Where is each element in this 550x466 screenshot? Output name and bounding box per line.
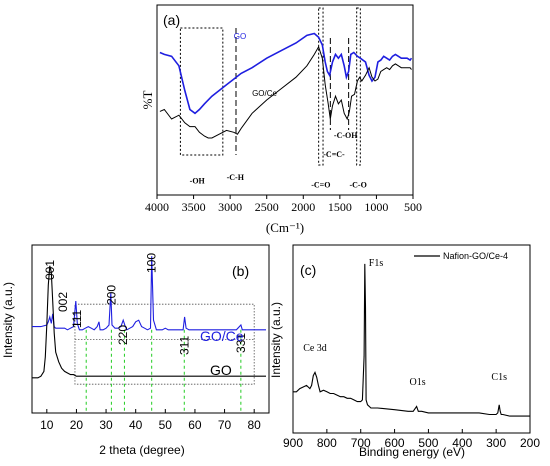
panel-c-legend-label: Nafion-GO/Ce-4: [443, 251, 508, 261]
panel-b-peak-label: 100: [145, 253, 159, 273]
panel-b-peak-label: 001: [43, 260, 57, 280]
panel-c-xtick-label: 600: [385, 436, 405, 450]
panel-a-series: GO GO/Ce: [159, 32, 413, 139]
panel-c-frame: [292, 244, 531, 434]
panel-c-xtick-label: 700: [351, 436, 371, 450]
panel-a-region-box: [356, 7, 361, 166]
panel-b-xtick-label: 60: [188, 418, 202, 432]
panel-a-region-box: [318, 7, 324, 166]
panel-a-xtick-label: 1500: [328, 200, 352, 214]
panel-a-annotations: -OH -C-H -C=O -C=C- -C-OH -C-O: [179, 7, 367, 189]
panel-c-xtick-label: 300: [486, 436, 506, 450]
panel-c-peak-label: Ce 3d: [303, 343, 327, 354]
panel-a-frame: [156, 4, 414, 196]
panel-c-xtick-label: 500: [418, 436, 438, 450]
panel-b-xtick-label: 30: [99, 418, 113, 432]
panel-a-annotation: -C=O: [311, 180, 330, 189]
panel-c-xps: (c) Nafion-GO/Ce-4 900 800 700 600 500 400 300…: [269, 244, 540, 459]
panel-a-series-line: [159, 45, 412, 139]
panel-b-series-line: [32, 256, 266, 331]
panel-b-xtick-label: 20: [70, 418, 84, 432]
panel-c-xtick-label: 400: [452, 436, 472, 450]
panel-c-peak-label: C1s: [491, 372, 507, 383]
panel-a-series-label: GO/Ce: [252, 89, 277, 98]
panel-c-ylabel: Intensity (a.u.): [269, 302, 283, 378]
panel-c-xtick-label: 900: [283, 436, 303, 450]
panel-a-annotation: -C-O: [349, 180, 366, 189]
panel-b-curve-label-go: GO: [210, 362, 232, 378]
panel-a-xtick-label: 3000: [218, 200, 242, 214]
panel-b-peak-label: 200: [104, 285, 118, 305]
panel-c-xlabel: Binding energy (eV): [359, 445, 465, 459]
panel-a-annotation: -C-H: [227, 173, 245, 182]
panel-a-xtick-label: 1000: [364, 200, 388, 214]
panel-a-xtick-label: 2000: [291, 200, 315, 214]
panel-b-xticks: 10 20 30 40 50 60 70 80: [40, 303, 262, 432]
panel-b-ylabel: Intensity (a.u.): [1, 282, 15, 358]
panel-b-series: [32, 256, 266, 379]
panel-a-annotation: -OH: [190, 177, 206, 186]
panel-a-xtick-label: 3500: [182, 200, 206, 214]
panel-a-annotation: -C-OH: [334, 131, 358, 140]
panel-c-label: (c): [300, 262, 316, 278]
panel-b-reference-lines: [85, 329, 242, 413]
panel-c-peak-label: F1s: [369, 258, 384, 269]
panel-a-region-box: [179, 27, 224, 156]
panel-a-series-line: [159, 32, 413, 115]
panel-a-ftir: (a) 4000 3500 3000 2500 2000 1500 1000 500 -OH -…: [140, 4, 422, 235]
panel-b-peak-label: 331: [234, 333, 248, 353]
panel-a-xlabel: (Cm⁻¹): [266, 220, 304, 235]
panel-a-xtick-label: 4000: [145, 200, 169, 214]
panel-a-label: (a): [163, 12, 180, 28]
panel-b-outline-box: [74, 303, 255, 385]
panel-a-annotation: -C=C-: [323, 150, 345, 159]
panel-b-peak-label: 002: [56, 292, 70, 312]
panel-a-ylabel: %T: [140, 91, 155, 110]
panel-c-peak-labels: F1s Ce 3d O1s C1s: [303, 258, 507, 388]
panel-c-series-line: [293, 263, 530, 417]
panel-b-peak-label: 311: [177, 336, 191, 355]
panel-b-label: (b): [232, 263, 249, 279]
panel-b-xlabel: 2 theta (degree): [99, 443, 184, 457]
panel-b-xtick-label: 10: [40, 418, 54, 432]
panel-b-peak-label: 220: [116, 325, 130, 345]
panel-b-xtick-label: 70: [218, 418, 232, 432]
panel-c-peak-label: O1s: [410, 377, 426, 388]
panel-b-xtick-label: 40: [129, 418, 143, 432]
panel-b-curve-label-goce: GO/Ce: [200, 328, 244, 344]
panel-a-xticks: 4000 3500 3000 2500 2000 1500 1000 500: [145, 195, 422, 214]
panel-a-xtick-label: 500: [404, 200, 422, 214]
panel-b-xtick-label: 80: [248, 418, 262, 432]
panel-b-frame: [31, 244, 270, 414]
panel-b-series-line: [32, 265, 266, 379]
panel-b-peak-label: 111: [70, 309, 84, 328]
panel-c-xticks: 900 800 700 600 500 400 300 200: [283, 429, 540, 450]
panel-b-xtick-label: 50: [159, 418, 173, 432]
panel-c-series: [293, 263, 530, 417]
panel-a-xtick-label: 2500: [255, 200, 279, 214]
panel-c-xtick-label: 200: [520, 436, 540, 450]
panel-a-series-label: GO: [234, 32, 246, 41]
panel-c-xtick-label: 800: [317, 436, 337, 450]
